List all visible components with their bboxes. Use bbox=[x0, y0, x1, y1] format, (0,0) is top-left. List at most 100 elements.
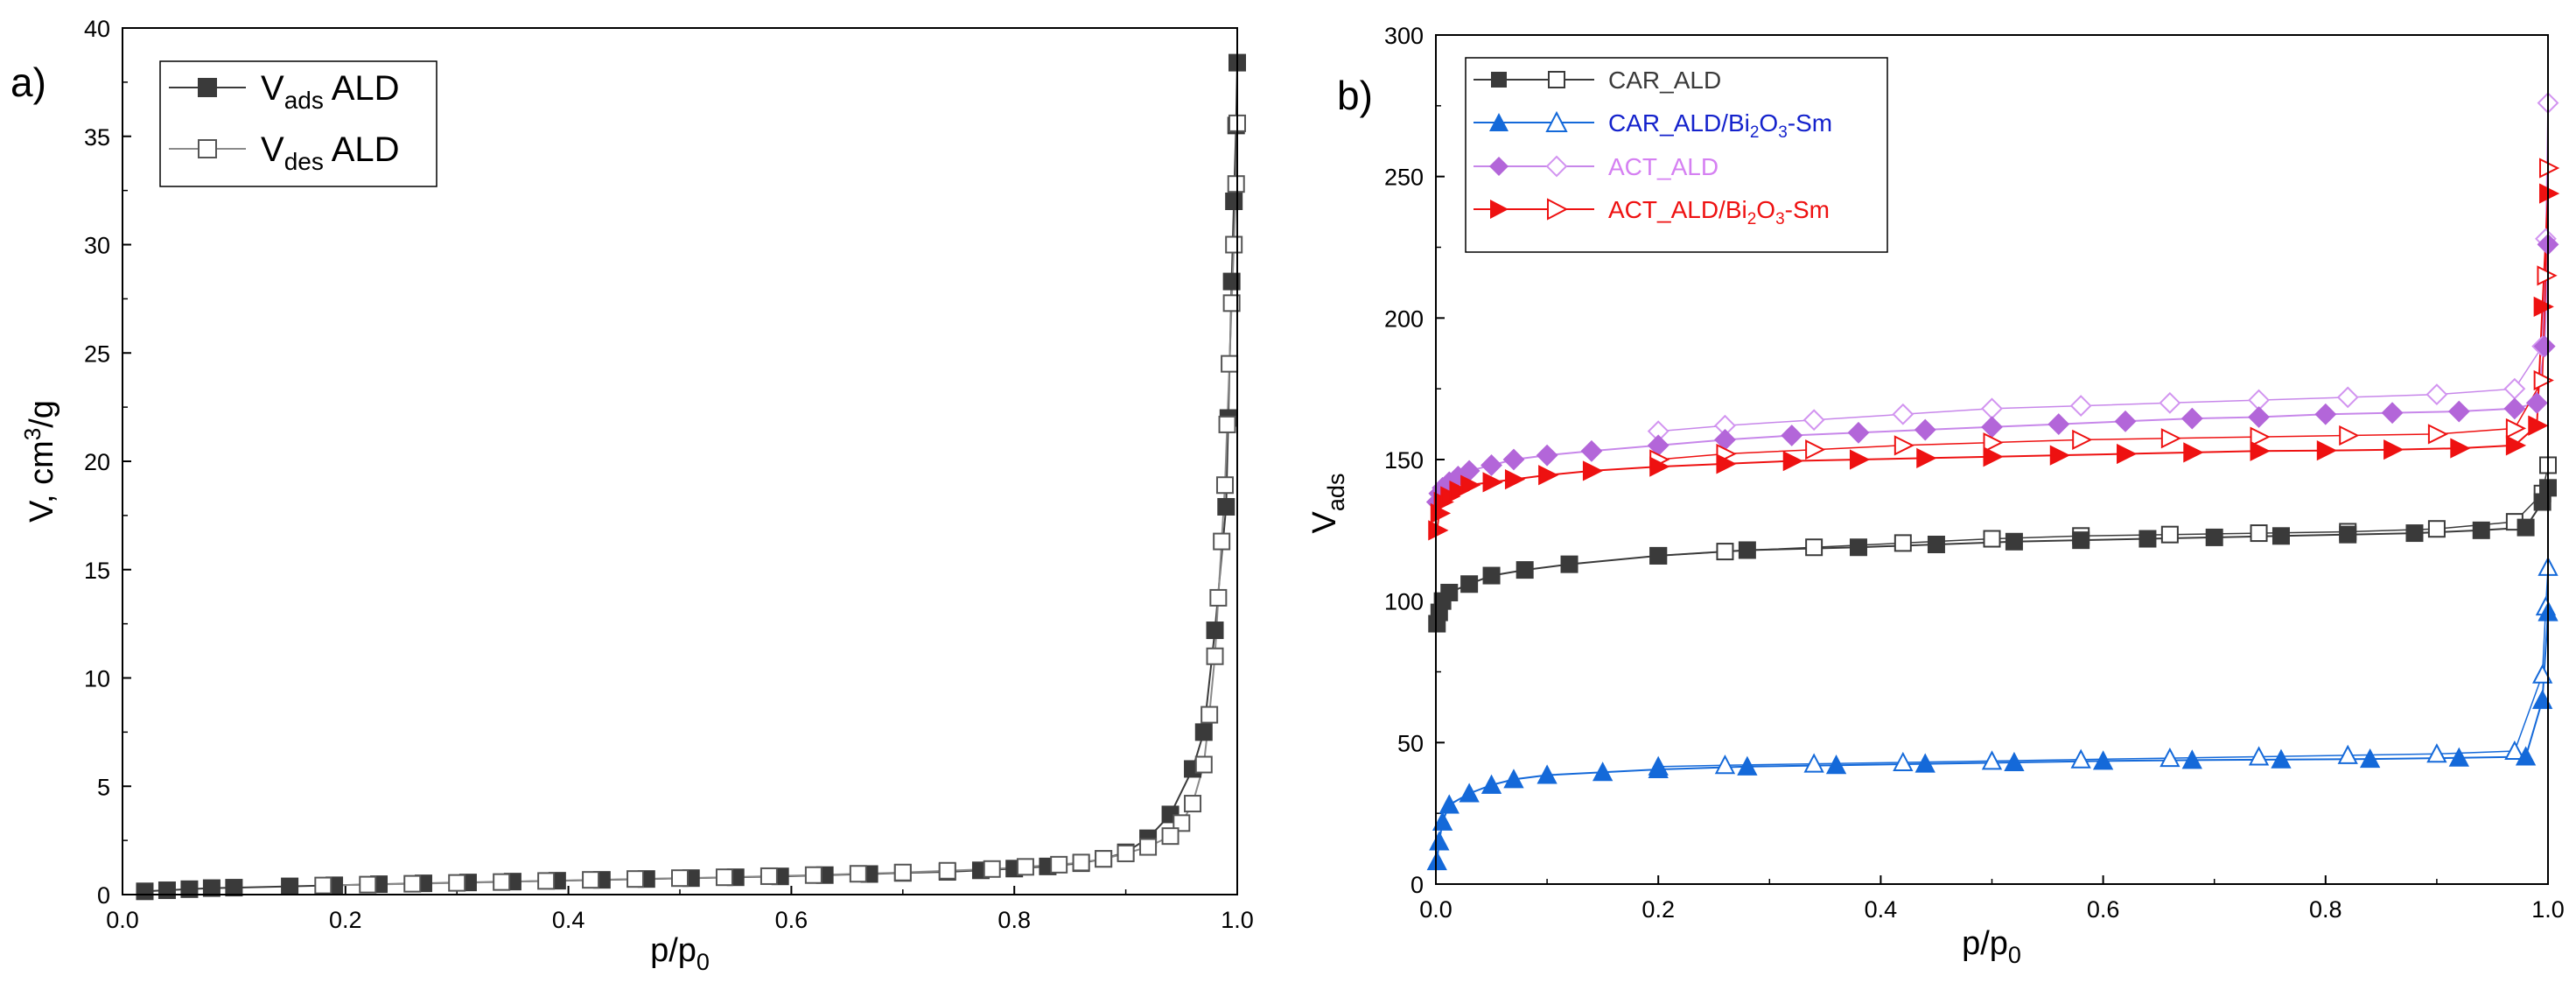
panel-a-des-point bbox=[1215, 476, 1234, 495]
panel-b-car-ald-ads-point bbox=[1560, 555, 1578, 573]
panel-b-act-ald-bi-des-point bbox=[1894, 435, 1915, 456]
panel-b-car-ald-bi-des-point bbox=[2248, 746, 2270, 766]
panel-a-ads-point bbox=[136, 882, 154, 901]
panel-b-ylabel-sub: ads bbox=[1323, 474, 1349, 512]
panel-b-car-ald-bi-des-point bbox=[2531, 664, 2553, 684]
panel-a-des-point bbox=[893, 863, 912, 881]
panel-b-act-ald-ads-point bbox=[1502, 448, 1525, 471]
panel-b-act-ald-bi-des-point bbox=[2533, 369, 2554, 391]
panel-a-des-point bbox=[448, 874, 466, 892]
panel-b-car-ald-bi-ads-point bbox=[2181, 749, 2202, 769]
panel-b-car-ald-bi-des-point bbox=[2504, 740, 2525, 761]
legend-act-bi-sub1: 2 bbox=[1747, 210, 1757, 228]
panel-b-car-ald-bi-ads-point bbox=[2092, 750, 2114, 770]
panel-a-des-point bbox=[1161, 827, 1180, 846]
panel-a-ticks: 0.0 0.2 0.4 0.6 0.8 1.0 0 5 10 15 20 25 30 35 40 bbox=[84, 16, 1254, 933]
panel-b-legend-box bbox=[1465, 57, 1888, 253]
legend-ads-label: Vads ALD bbox=[261, 69, 400, 114]
panel-b-y-tick-label: 300 bbox=[1384, 23, 1424, 49]
panel-a-y-tick-label: 20 bbox=[84, 449, 110, 475]
panel-b-car-ald-bi-ads-point bbox=[2359, 748, 2381, 769]
panel-a-ads-point bbox=[1217, 497, 1236, 516]
panel-a-des-point bbox=[1222, 294, 1241, 312]
panel-a-des-point bbox=[1218, 415, 1236, 433]
panel-b-act-ald-bi-ads-point bbox=[1782, 450, 1803, 472]
panel-a-x-tick-label: 0.8 bbox=[998, 907, 1031, 933]
panel-b-car-ald-bi-ads-point bbox=[1737, 755, 1758, 776]
panel-b-act-ald-des-point bbox=[2426, 383, 2448, 406]
legend-act-bi-mid: O bbox=[1756, 196, 1775, 223]
panel-a-des-point bbox=[403, 874, 422, 893]
panel-a-legend: Vads ALD Vdes ALD bbox=[159, 60, 438, 187]
panel-b-car-ald-ads-point bbox=[1649, 546, 1668, 565]
panel-a-y-tick-label: 25 bbox=[84, 341, 110, 367]
panel-b-car-ald-des-point bbox=[2427, 520, 2446, 538]
panel-a-ylabel-main: V, cm bbox=[24, 440, 60, 523]
panel-a-des-point bbox=[1209, 588, 1228, 607]
panel-a-des-point bbox=[1184, 795, 1202, 813]
panel-b-car-ald-bi-des-point bbox=[2070, 748, 2091, 769]
panel-b-act-ald-bi-ads-point bbox=[2117, 443, 2138, 465]
panel-b-y-tick-label: 100 bbox=[1384, 589, 1424, 615]
legend-car-marker-filled bbox=[1491, 72, 1507, 88]
panel-b-x-axis-title: p/p0 bbox=[1962, 925, 2021, 968]
panel-b-chart: b) 0.0 0.2 0.4 0.6 0.8 1.0050100150200250300 … bbox=[1306, 23, 2565, 968]
legend-des-sub: des bbox=[284, 148, 324, 175]
panel-a-des-point bbox=[1227, 175, 1245, 193]
panel-a-y-tick-label: 35 bbox=[84, 124, 110, 151]
panel-a-y-tick-label: 30 bbox=[84, 233, 110, 259]
legend-des-marker bbox=[198, 139, 217, 158]
panel-a-des-point bbox=[582, 871, 600, 889]
panel-b-car-ald-ads-point bbox=[2405, 524, 2424, 543]
panel-b-act-ald-ads-point bbox=[2048, 413, 2070, 435]
panel-a-des-point bbox=[1172, 814, 1191, 832]
panel-a-des-point bbox=[1050, 855, 1068, 874]
panel-b-car-ald-bi-ads-point bbox=[1480, 774, 1502, 794]
panel-b-series bbox=[1425, 92, 2560, 871]
panel-b-car-ald-ads-point bbox=[2005, 532, 2023, 551]
panel-a-y-tick-label: 40 bbox=[84, 16, 110, 42]
panel-b-act-ald-bi-ads-point bbox=[1504, 469, 1526, 490]
panel-a-ylabel-sup: 3 bbox=[19, 428, 46, 440]
panel-b-y-tick-label: 250 bbox=[1384, 165, 1424, 191]
panel-b-act-ald-bi-ads-point bbox=[1582, 460, 1604, 481]
panel-b-act-ald-bi-ads-point bbox=[1428, 520, 1449, 541]
panel-b-ticks: 0.0 0.2 0.4 0.6 0.8 1.0 0 50 100 150 200 250 300 bbox=[1384, 23, 2565, 923]
panel-b-act-ald-ads-point bbox=[1914, 418, 1936, 441]
panel-a-ads-point bbox=[202, 879, 220, 897]
panel-b-act-ald-ads-point bbox=[1981, 416, 2003, 439]
panel-a-xlabel-main: p/p bbox=[650, 932, 696, 969]
legend-des-tail: ALD bbox=[324, 130, 400, 169]
legend-act-bi-name: ACT_ALD/Bi bbox=[1608, 196, 1747, 223]
panel-a-des-point bbox=[1095, 850, 1113, 868]
panel-b-legend: CAR_ALD CAR_ALD/Bi2O3-Sm ACT_ALD ACT_ALD… bbox=[1465, 57, 1888, 253]
panel-b-act-ald-bi-ads-point bbox=[1916, 447, 1937, 469]
legend-ads-tail: ALD bbox=[324, 69, 400, 108]
panel-b-act-ald-ads-point bbox=[2381, 402, 2404, 425]
panel-a-des-point bbox=[1016, 858, 1034, 876]
panel-b-act-ald-bi-ads-point bbox=[1449, 480, 1470, 502]
panel-b-act-ald-bi-des-point bbox=[2072, 429, 2093, 450]
panel-b-act-ald-ads-point bbox=[1580, 439, 1603, 462]
panel-b-car-ald-bi-des-point bbox=[1981, 750, 2003, 770]
legend-act-bi-label: ACT_ALD/Bi2O3-Sm bbox=[1608, 196, 1830, 228]
panel-a-des-point bbox=[804, 866, 822, 884]
panel-b-car-ald-bi-ads-point bbox=[1503, 769, 1524, 789]
panel-b-car-ald-bi-des-line bbox=[1658, 566, 2549, 768]
legend-act-bi-sub2: 3 bbox=[1775, 210, 1785, 228]
panel-a-label: a) bbox=[10, 60, 46, 105]
panel-b-act-ald-bi-ads-point bbox=[1538, 465, 1559, 486]
panel-b-x-tick-label: 0.2 bbox=[1642, 896, 1675, 923]
panel-b-car-ald-bi-ads-point bbox=[2004, 751, 2025, 771]
panel-b-car-ald-ads-point bbox=[1738, 541, 1756, 559]
panel-b-car-ald-ads-point bbox=[1516, 561, 1534, 579]
legend-car-bi-marker-open bbox=[1545, 110, 1568, 132]
legend-car-bi-marker-filled bbox=[1489, 113, 1508, 131]
panel-b-act-ald-bi-des-point bbox=[2427, 424, 2449, 445]
panel-a-x-tick-label: 0.2 bbox=[329, 907, 362, 933]
legend-act-bi-marker-filled bbox=[1490, 200, 1508, 219]
panel-b-car-ald-bi-ads-point bbox=[1438, 794, 1460, 814]
panel-b-car-ald-ads-point bbox=[1460, 575, 1479, 593]
panel-b-act-ald-ads-point bbox=[2180, 407, 2203, 430]
